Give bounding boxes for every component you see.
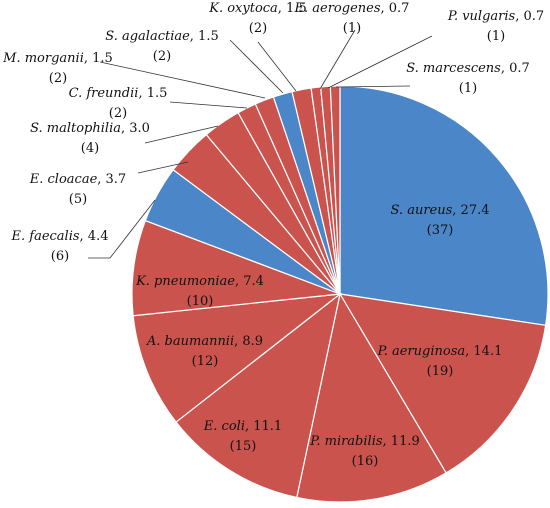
slice-percent: , 0.7 bbox=[515, 9, 544, 24]
slice-species-name: E. coli bbox=[203, 419, 245, 434]
slice-label: M. morganii, 1.5 (2) bbox=[2, 51, 113, 86]
pie-slice-p-mirabilis bbox=[296, 292, 447, 503]
slice-label: S. aureus, 27.4 (37) bbox=[390, 203, 489, 238]
slice-percent: , 14.1 bbox=[465, 344, 502, 359]
slice-percent: , 0.7 bbox=[501, 61, 530, 76]
slice-percent: , 8.9 bbox=[234, 334, 263, 349]
leader-line bbox=[99, 61, 266, 99]
slice-label: K. oxytoca, 1.5 (2) bbox=[208, 1, 307, 36]
slice-label: E. aerogenes, 0.7 (1) bbox=[294, 1, 410, 36]
slice-species-name: S. marcescens bbox=[406, 61, 501, 76]
slice-percent: , 1.5 bbox=[278, 1, 307, 16]
slice-species-name: E. aerogenes bbox=[294, 1, 381, 16]
slice-count: (5) bbox=[69, 192, 87, 207]
leader-line bbox=[144, 125, 219, 144]
slice-label: P. mirabilis, 11.9 (16) bbox=[309, 434, 420, 469]
slice-species-name: S. maltophilia bbox=[30, 121, 121, 136]
slice-count: (2) bbox=[109, 106, 127, 121]
leader-line bbox=[335, 85, 411, 88]
slice-count: (15) bbox=[230, 439, 257, 454]
leader-line bbox=[88, 199, 156, 259]
pie-slices bbox=[131, 85, 549, 503]
slice-species-name: K. pneumoniae bbox=[135, 274, 235, 289]
slice-count: (2) bbox=[49, 71, 67, 86]
leader-line bbox=[137, 161, 189, 174]
slice-percent: , 1.5 bbox=[84, 51, 113, 66]
slice-species-name: C. freundii bbox=[69, 86, 139, 101]
slice-percent: , 7.4 bbox=[235, 274, 264, 289]
slice-label: E. coli, 11.1 (15) bbox=[203, 419, 282, 454]
slice-percent: , 0.7 bbox=[381, 1, 410, 16]
slice-count: (12) bbox=[192, 354, 219, 369]
slice-percent: , 1.5 bbox=[190, 29, 219, 44]
slice-percent: , 27.4 bbox=[452, 203, 489, 218]
slice-species-name: M. morganii bbox=[2, 51, 84, 66]
slice-percent: , 3.7 bbox=[97, 172, 126, 187]
slice-species-name: P. vulgaris bbox=[447, 9, 516, 24]
slice-percent: , 3.0 bbox=[121, 121, 150, 136]
leader-line bbox=[327, 35, 433, 89]
slice-percent: , 4.4 bbox=[80, 229, 109, 244]
slice-label: P. aeruginosa, 14.1 (19) bbox=[377, 344, 503, 379]
slice-label: C. freundii, 1.5 (2) bbox=[69, 86, 168, 121]
slice-label: S. maltophilia, 3.0 (4) bbox=[30, 121, 150, 156]
slice-count: (10) bbox=[187, 294, 214, 309]
slice-species-name: E. faecalis bbox=[11, 229, 80, 244]
slice-count: (2) bbox=[153, 49, 171, 64]
slice-label: P. vulgaris, 0.7 (1) bbox=[447, 9, 544, 44]
pie-slice-p-aeruginosa bbox=[338, 293, 547, 474]
slice-species-name: E. cloacae bbox=[29, 172, 98, 187]
pie-slice-k-pneumoniae bbox=[131, 219, 341, 317]
pie-slice-s-aureus bbox=[339, 85, 549, 327]
leader-line bbox=[257, 41, 297, 92]
leader-line bbox=[229, 39, 284, 94]
pie-slice-e-coli bbox=[175, 292, 341, 499]
slice-count: (19) bbox=[427, 364, 454, 379]
slice-label: E. faecalis, 4.4 (6) bbox=[11, 229, 109, 264]
slice-label: K. pneumoniae, 7.4 (10) bbox=[135, 274, 264, 309]
leader-line bbox=[319, 29, 356, 90]
slice-count: (2) bbox=[249, 21, 267, 36]
slice-labels: S. aureus, 27.4 (37) P. aeruginosa, 14.1 (1… bbox=[2, 1, 544, 469]
leader-line bbox=[169, 101, 248, 109]
slice-label: E. cloacae, 3.7 (5) bbox=[29, 172, 126, 207]
slice-percent: , 11.9 bbox=[383, 434, 420, 449]
slice-count: (37) bbox=[427, 223, 454, 238]
slice-count: (16) bbox=[352, 454, 379, 469]
pie-slice-s-marcescens bbox=[329, 85, 341, 295]
slice-species-name: P. aeruginosa bbox=[377, 344, 466, 359]
slice-species-name: S. aureus bbox=[390, 203, 452, 218]
leader-lines bbox=[88, 29, 433, 259]
slice-species-name: K. oxytoca bbox=[208, 1, 278, 16]
slice-percent: , 11.1 bbox=[245, 419, 282, 434]
slice-species-name: S. agalactiae bbox=[105, 29, 190, 44]
slice-count: (6) bbox=[51, 249, 69, 264]
slice-count: (4) bbox=[81, 141, 99, 156]
slice-count: (1) bbox=[343, 21, 361, 36]
slice-percent: , 1.5 bbox=[138, 86, 167, 101]
slice-species-name: A. baumannii bbox=[146, 334, 234, 349]
slice-count: (1) bbox=[487, 29, 505, 44]
slice-label: S. agalactiae, 1.5 (2) bbox=[105, 29, 219, 64]
slice-species-name: P. mirabilis bbox=[309, 434, 383, 449]
slice-count: (1) bbox=[459, 81, 477, 96]
pie-slice-a-baumannii bbox=[132, 293, 343, 423]
slice-label: A. baumannii, 8.9 (12) bbox=[146, 334, 263, 369]
slice-label: S. marcescens, 0.7 (1) bbox=[406, 61, 530, 96]
